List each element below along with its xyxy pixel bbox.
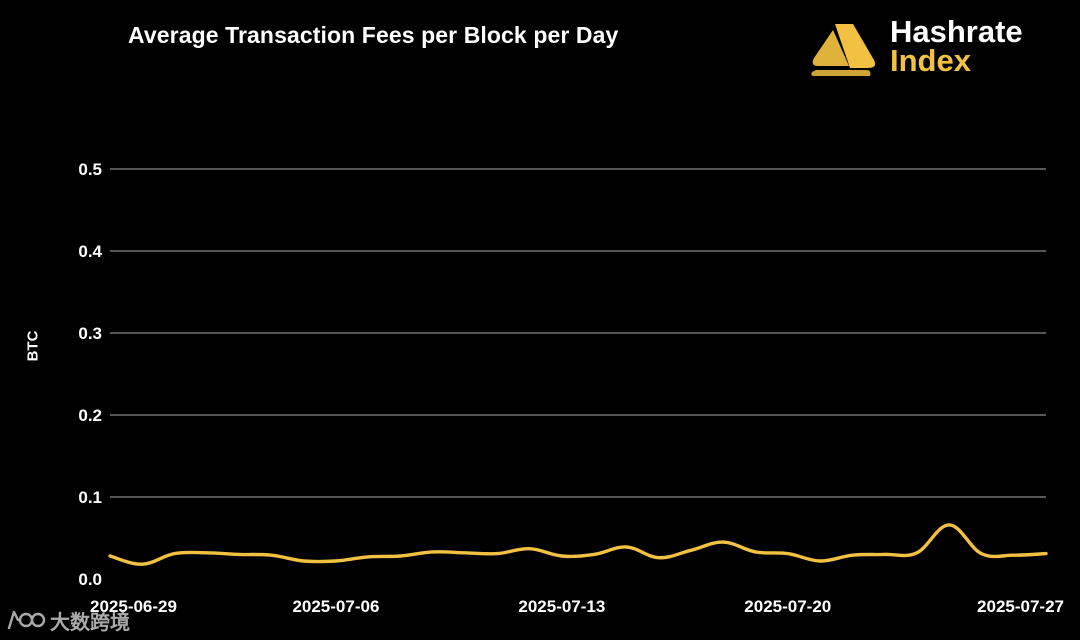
x-tick-label: 2025-07-06 (292, 597, 379, 616)
brand-logo: Hashrate Index (810, 14, 1060, 80)
y-tick-label: 0.2 (78, 406, 102, 425)
watermark: 大数跨境 (6, 606, 130, 634)
x-tick-label: 2025-06-29 (90, 597, 177, 616)
series-line (108, 523, 1048, 566)
x-tick-label: 2025-07-27 (977, 597, 1064, 616)
y-tick-label: 0.4 (78, 242, 102, 261)
y-tick-label: 0.5 (78, 160, 102, 179)
x-tick-label: 2025-07-13 (518, 597, 605, 616)
y-tick-label: 0.1 (78, 488, 102, 507)
watermark-logo-icon (7, 610, 46, 630)
x-tick-layer: 2025-06-29 2025-07-06 2025-07-13 2025-07-20… (90, 597, 1064, 616)
series-layer (108, 523, 1048, 566)
y-tick-label: 0.0 (78, 570, 102, 589)
brand-name-line2: Index (890, 43, 971, 78)
hashrate-index-logo-icon (811, 24, 876, 76)
y-tick-label: 0.3 (78, 324, 102, 343)
y-tick-layer: 0.0 0.1 0.2 0.3 0.4 0.5 (78, 160, 102, 589)
watermark-text: 大数跨境 (50, 611, 130, 634)
x-tick-label: 2025-07-20 (744, 597, 831, 616)
chart-title: Average Transaction Fees per Block per D… (128, 22, 619, 48)
brand-name-line1: Hashrate (890, 14, 1023, 49)
grid-layer (110, 168, 1046, 498)
